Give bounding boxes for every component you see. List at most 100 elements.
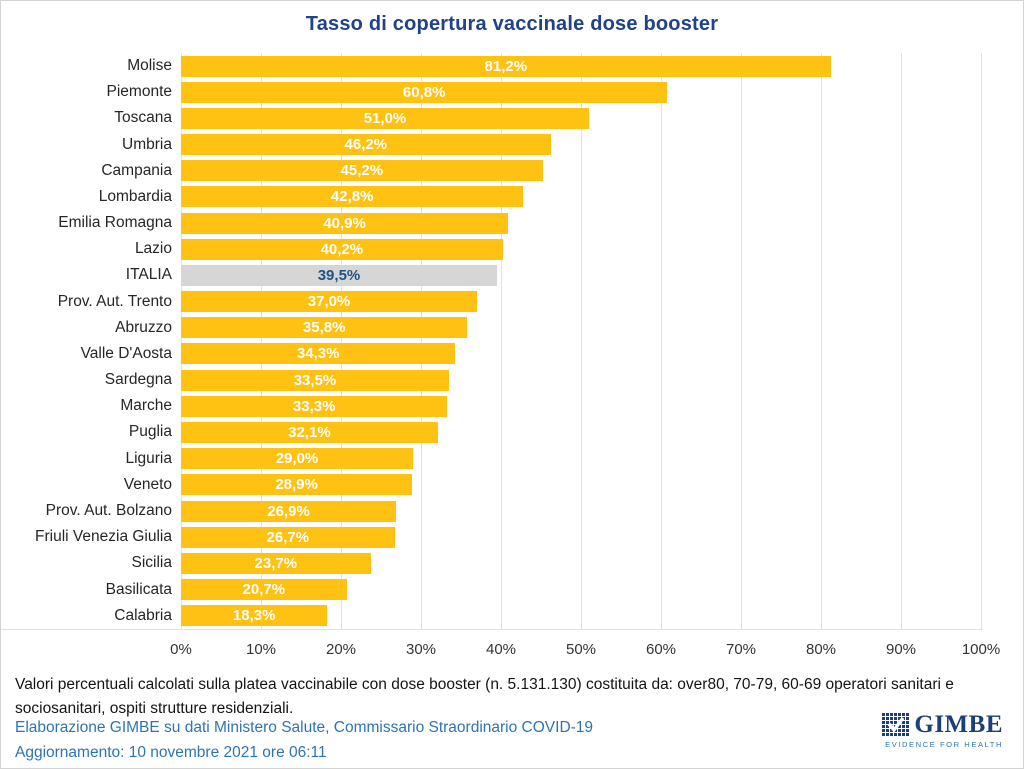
bar-value-label: 35,8% [302,319,346,337]
category-label: Prov. Aut. Trento [57,292,172,310]
x-axis: 0% 10% 20% 30% 40% 50% 60% 70% 80% 90% 100% [170,640,1000,661]
check-icon [888,716,905,733]
plot-track: 60,8% [181,79,982,106]
x-axis-tick: 70% [725,640,757,658]
plot-track: 40,9% [181,210,982,237]
category-label: Basilicata [105,580,172,598]
plot-track: 42,8% [181,183,982,211]
plot-track: 46,2% [181,131,982,158]
bar-value-label: 18,3% [232,607,276,625]
bar-value-label: 33,3% [292,397,336,415]
chart-row: ITALIA 39,5% [1,262,982,289]
plot-area: Molise 81,2% Piemonte 60,8% Toscana 51,0% Umbr… [1,53,982,630]
bar-value-label: 40,2% [320,240,364,258]
category-label: Calabria [114,606,172,624]
bar: 34,3% [181,343,456,365]
chart-title: Tasso di copertura vaccinale dose booste… [305,13,719,35]
plot-track: 33,5% [181,367,982,394]
category-label: Umbria [122,135,172,153]
category-label: Abruzzo [115,318,172,336]
chart-row: Liguria 29,0% [1,445,982,472]
bar-value-label: 51,0% [363,109,407,127]
chart-row: Prov. Aut. Bolzano 26,9% [1,497,982,525]
bar: 23,7% [181,552,371,574]
chart-row: Calabria 18,3% [1,602,982,629]
category-label: ITALIA [125,266,172,284]
bar: 35,8% [181,317,468,339]
chart-row: Abruzzo 35,8% [1,314,982,341]
bar: 40,9% [181,212,509,234]
plot-track: 26,7% [181,524,982,551]
x-axis-tick: 40% [485,640,517,658]
bar: 28,9% [181,474,413,496]
bar: 42,8% [181,186,524,208]
gimbe-logo: GIMBE EVIDENCE FOR HEALTH [875,712,1003,749]
bar: 51,0% [181,107,589,129]
bar-value-label: 81,2% [484,57,528,75]
bar-value-label: 29,0% [275,450,319,468]
bar-value-label: 37,0% [307,293,351,311]
x-axis-tick: 60% [645,640,677,658]
plot-track: 45,2% [181,157,982,184]
category-label: Molise [127,57,172,75]
x-axis-tick: 80% [805,640,837,658]
plot-track: 51,0% [181,105,982,132]
bar: 33,3% [181,395,448,417]
x-axis-tick: 10% [245,640,277,658]
bar: 18,3% [181,605,328,627]
bar: 33,5% [181,369,449,391]
bar: 45,2% [181,160,543,182]
bar-value-label: 45,2% [340,162,384,180]
bar: 26,9% [181,500,397,522]
chart-row: Lombardia 42,8% [1,183,982,211]
chart-row: Toscana 51,0% [1,105,982,132]
bar-value-label: 42,8% [330,188,374,206]
plot-track: 37,0% [181,288,982,315]
footnote: Valori percentuali calcolati sulla plate… [15,676,954,717]
chart-row: Valle D'Aosta 34,3% [1,340,982,368]
bar-chart: Molise 81,2% Piemonte 60,8% Toscana 51,0% Umbr… [1,53,1000,661]
bar-value-label: 40,9% [323,214,366,232]
bar-value-label: 26,7% [266,528,310,546]
plot-track: 32,1% [181,419,982,446]
credit-source: Elaborazione GIMBE su dati Ministero Sal… [15,719,594,736]
chart-row: Basilicata 20,7% [1,576,982,603]
category-label: Lombardia [98,187,172,205]
x-axis-tick: 30% [405,640,437,658]
chart-row: Puglia 32,1% [1,419,982,446]
x-axis-tick: 20% [325,640,357,658]
plot-track: 35,8% [181,314,982,341]
bar-value-label: 60,8% [402,83,446,101]
bar: 46,2% [181,134,551,156]
category-label: Lazio [134,240,172,258]
x-axis-tick: 0% [170,640,192,658]
category-label: Toscana [114,109,172,127]
plot-track: 39,5% [181,262,982,289]
chart-row: Sardegna 33,5% [1,367,982,394]
category-label: Prov. Aut. Bolzano [45,502,172,519]
chart-row: Friuli Venezia Giulia 26,7% [1,524,982,551]
plot-track: 33,3% [181,393,982,420]
category-label: Sicilia [131,554,172,572]
x-axis-tick: 50% [565,640,597,658]
gimbe-logo-tagline: EVIDENCE FOR HEALTH [885,740,1003,749]
chart-row: Prov. Aut. Trento 37,0% [1,288,982,315]
bar: 20,7% [181,579,347,601]
bar: 37,0% [181,291,477,313]
gimbe-grid-icon [882,713,910,737]
plot-track: 29,0% [181,445,982,472]
plot-track: 34,3% [181,340,982,368]
credit-update: Aggiornamento: 10 novembre 2021 ore 06:1… [15,744,327,761]
bar-value-label: 33,5% [293,371,337,389]
bar-value-label: 46,2% [344,136,388,154]
x-axis-tick: 100% [961,640,1001,658]
bar-value-label: 34,3% [296,345,340,363]
bar: 81,2% [181,55,831,77]
bar-value-label: 32,1% [288,423,331,441]
bar: 26,7% [181,526,395,548]
plot-track: 20,7% [181,576,982,603]
chart-row: Sicilia 23,7% [1,550,982,577]
bar: 39,5% [181,264,497,286]
category-label: Piemonte [106,83,172,101]
